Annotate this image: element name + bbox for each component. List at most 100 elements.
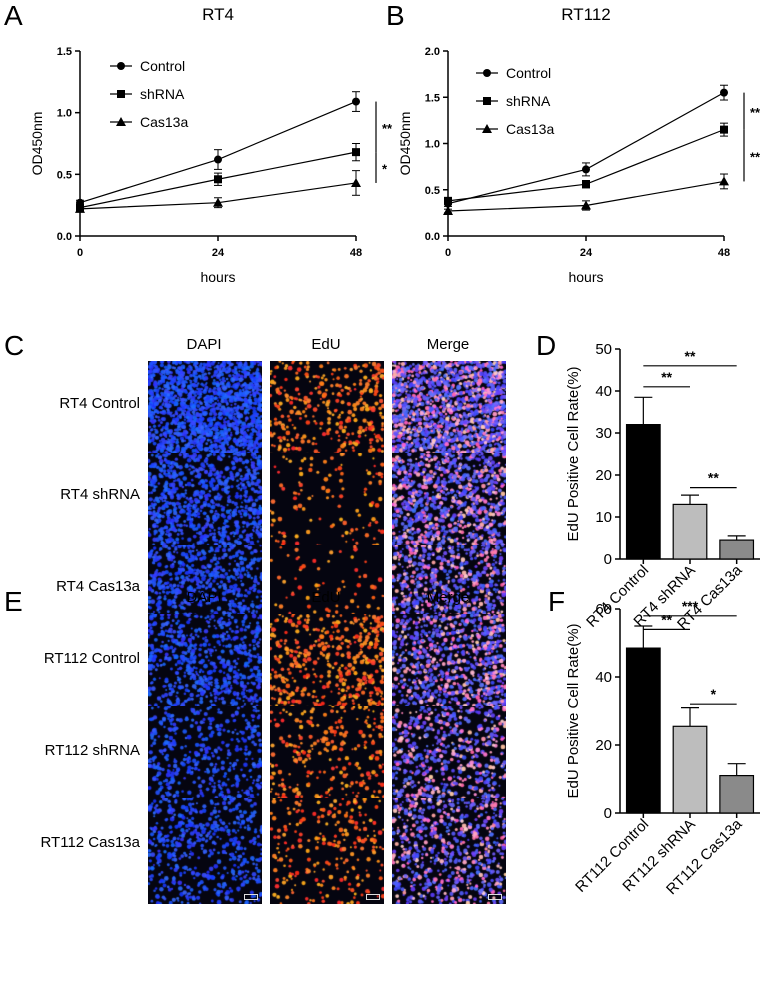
micrograph-canvas [148,453,262,559]
micrograph-canvas [270,798,384,904]
y-tick-label: 20 [595,737,612,754]
rt4-merge-image-1 [392,361,506,467]
micrograph-canvas [148,706,262,812]
legend-label-shrna: shRNA [140,86,185,102]
x-tick-label: 48 [350,247,362,259]
legend-marker [483,97,491,105]
rt112-dapi-image-2 [148,706,262,812]
y-tick-label: 2.0 [425,46,440,58]
row-label-rt4-control: RT4 Control [59,395,140,412]
rt112-dapi-image-1 [148,614,262,720]
bar-rt112-control [625,647,661,814]
scale-bar [244,894,258,900]
micrograph-canvas [392,798,506,904]
rt112-edu-image-1 [270,614,384,720]
micrograph-canvas [270,614,384,720]
legend-label-control: Control [140,58,185,74]
data-point-cas13a [443,206,453,216]
chart-title: RT112 [561,5,610,24]
y-tick-label: 0.5 [57,169,72,181]
y-tick-label: 50 [595,341,612,358]
row-label-rt112-control: RT112 Control [43,650,140,667]
y-axis-label: EdU Positive Cell Rate(%) [565,366,582,541]
data-point-control [582,165,590,174]
data-point-shrna [444,196,452,205]
x-tick-label: 0 [445,247,451,259]
scale-bar [366,894,380,900]
x-tick-label: 48 [718,247,730,259]
y-tick-label: 0.0 [425,231,440,243]
rt4-merge-image-2 [392,453,506,559]
micrograph-canvas [270,361,384,467]
legend-label-cas13a: Cas13a [140,114,188,130]
rt112-edu-image-2 [270,706,384,812]
significance-label: ** [661,369,672,385]
x-tick-label: 24 [580,247,593,259]
y-tick-label: 1.5 [57,46,72,58]
row-label-rt112-shrna: RT112 shRNA [44,742,140,759]
data-point-cas13a [75,203,85,213]
bar-rt4-shrna [672,503,708,560]
rt112-edu-image-3 [270,798,384,904]
data-point-control [214,155,222,164]
data-point-cas13a [719,176,729,186]
y-tick-label: 1.0 [425,139,440,151]
data-point-cas13a [581,200,591,210]
significance-label: ** [661,611,672,627]
x-axis-label: hours [200,269,235,285]
micrograph-canvas [270,706,384,812]
significance-label: ** [750,150,761,165]
significance-label: ** [685,348,696,364]
y-tick-label: 40 [595,669,612,686]
significance-label: ** [382,121,393,136]
x-axis-label: hours [568,269,603,285]
y-tick-label: 40 [595,383,612,400]
legend-label-cas13a: Cas13a [506,121,554,137]
legend-marker [483,69,491,77]
significance-label: * [711,686,717,702]
legend-marker [117,62,125,70]
micrograph-canvas [148,361,262,467]
y-tick-label: 10 [595,509,612,526]
rt4-edu-image-2 [270,453,384,559]
rt112-dapi-image-3 [148,798,262,904]
significance-label: * [382,162,388,177]
scale-bar [488,894,502,900]
data-point-cas13a [351,177,361,187]
column-label-edu: EdU [311,336,341,353]
y-tick-label: 1.5 [425,92,440,104]
x-tick-label: 24 [212,247,225,259]
data-point-control [720,88,728,97]
panel-letter-d: D [536,330,557,361]
micrograph-canvas [392,361,506,467]
row-label-rt112-cas13a: RT112 Cas13a [40,834,140,851]
legend-marker [482,124,492,133]
rt112-merge-image-1 [392,614,506,720]
micrograph-canvas [148,798,262,904]
bar-rt112-shrna [672,725,708,814]
y-tick-label: 20 [595,467,612,484]
data-point-shrna [582,180,590,189]
y-tick-label: 60 [595,601,612,618]
significance-label: *** [682,598,699,614]
panel-letter-a: A [4,0,23,31]
panel-letter-c: C [4,330,25,361]
legend-marker [116,117,126,126]
rt4-dapi-image-1 [148,361,262,467]
y-tick-label: 0.0 [57,231,72,243]
panel-letter-b: B [386,0,405,31]
column-label-dapi: DAPI [186,336,222,353]
y-axis-label: OD450nm [397,112,413,176]
y-tick-label: 0 [604,551,612,568]
bar-rt112-cas13a [719,774,755,814]
micrograph-canvas [270,453,384,559]
panel-letter-e: E [4,586,23,617]
rt112-merge-image-2 [392,706,506,812]
micrograph-canvas [392,453,506,559]
micrograph-canvas [148,614,262,720]
micrograph-canvas [392,706,506,812]
column-label-merge: Merge [426,589,470,606]
